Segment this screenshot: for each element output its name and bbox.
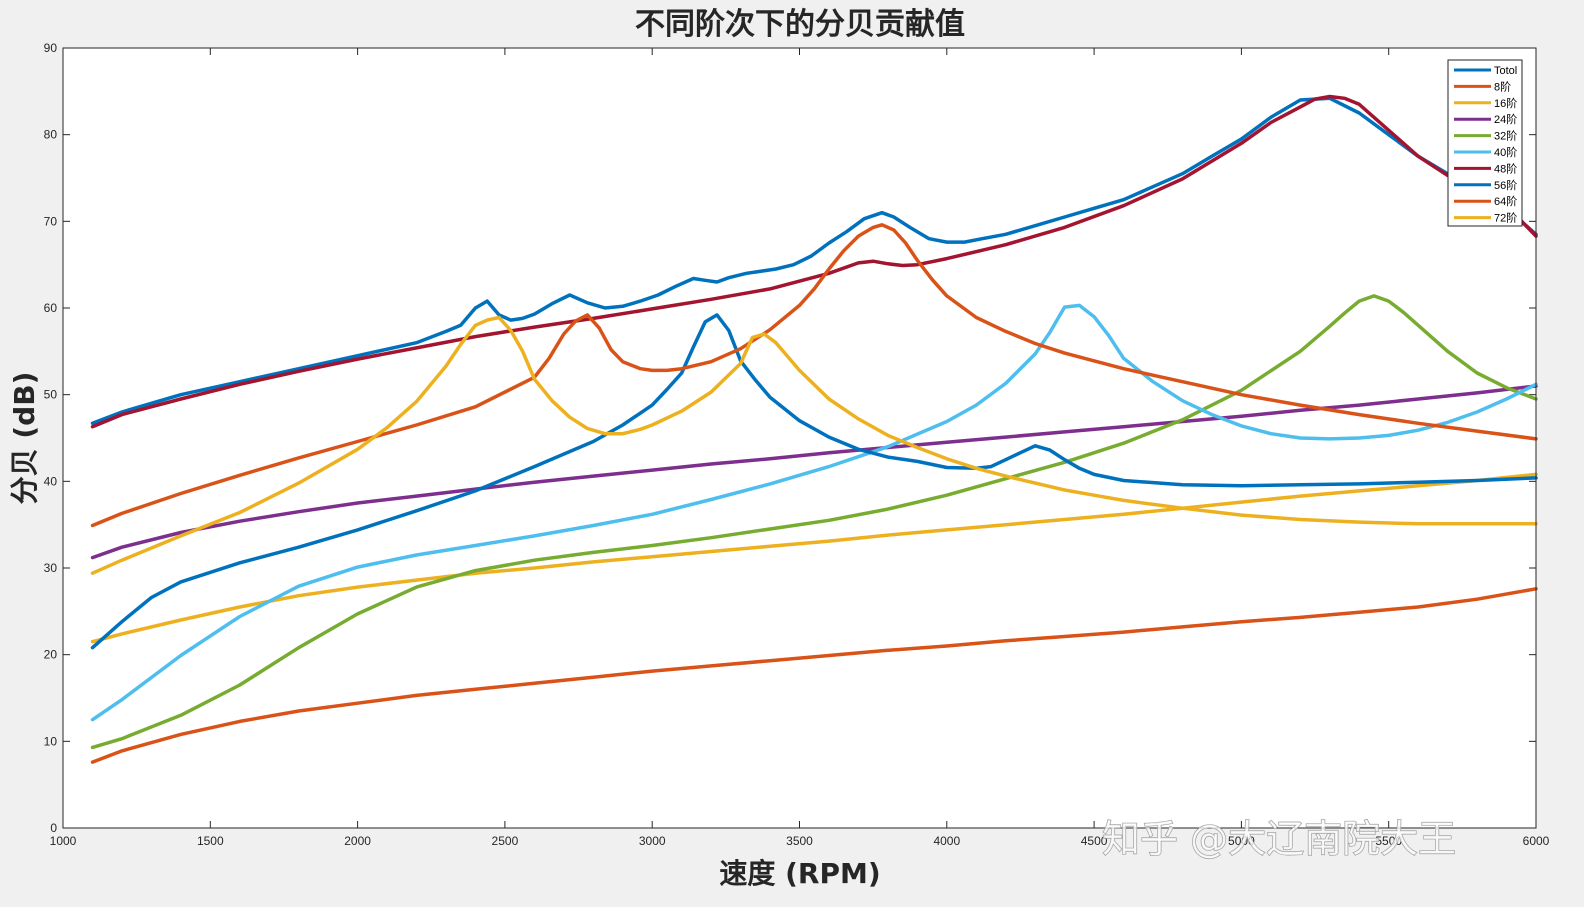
y-tick-label: 70 bbox=[44, 214, 58, 228]
x-tick-label: 2000 bbox=[344, 834, 371, 848]
y-tick-label: 10 bbox=[44, 734, 58, 748]
legend-label-4: 32阶 bbox=[1494, 129, 1517, 143]
series-line-1 bbox=[90, 587, 1538, 764]
legend-label-8: 64阶 bbox=[1494, 194, 1517, 208]
legend-label-7: 56阶 bbox=[1494, 178, 1517, 192]
series-line-2 bbox=[90, 472, 1538, 644]
x-tick-label: 3000 bbox=[639, 834, 666, 848]
y-tick-label: 20 bbox=[44, 648, 58, 662]
y-tick-label: 30 bbox=[44, 561, 58, 575]
y-axis: 0 10 20 30 40 50 60 70 80 90 bbox=[44, 41, 1536, 835]
y-tick-label: 40 bbox=[44, 474, 58, 488]
x-tick-label: 5500 bbox=[1375, 834, 1402, 848]
series-line-0 bbox=[90, 96, 1538, 426]
x-tick-label: 1500 bbox=[197, 834, 224, 848]
y-tick-label: 50 bbox=[44, 388, 58, 402]
legend-label-1: 8阶 bbox=[1494, 79, 1511, 93]
x-tick-label: 6000 bbox=[1523, 834, 1550, 848]
x-axis-title: 速度 (RPM) bbox=[719, 857, 880, 890]
legend-label-3: 24阶 bbox=[1494, 112, 1517, 126]
plot-frame bbox=[62, 47, 1537, 829]
y-axis-title: 分贝 (dB) bbox=[8, 372, 41, 505]
legend-label-6: 48阶 bbox=[1494, 161, 1517, 175]
x-tick-label: 3500 bbox=[786, 834, 813, 848]
watermark: 知乎 @大辽南院大王 bbox=[1102, 817, 1456, 861]
legend-label-5: 40阶 bbox=[1494, 145, 1517, 159]
series-line-6 bbox=[90, 94, 1538, 429]
x-axis: 1000 1500 2000 2500 3000 3500 4000 4500 5000 5500… bbox=[50, 48, 1550, 848]
x-tick-label: 1000 bbox=[50, 834, 77, 848]
legend-label-9: 72阶 bbox=[1494, 211, 1517, 225]
series-line-8 bbox=[90, 223, 1538, 528]
y-tick-label: 60 bbox=[44, 301, 58, 315]
series-line-5 bbox=[90, 303, 1538, 722]
y-tick-label: 80 bbox=[44, 128, 58, 142]
legend: Totol 8阶 16阶 24阶 32阶 40阶 48阶 56阶 64阶 72阶 bbox=[1447, 59, 1523, 227]
legend-label-2: 16阶 bbox=[1494, 96, 1517, 110]
x-tick-label: 4500 bbox=[1081, 834, 1108, 848]
series-line-3 bbox=[90, 384, 1538, 560]
x-tick-label: 2500 bbox=[492, 834, 519, 848]
chart-title: 不同阶次下的分贝贡献值 bbox=[635, 7, 965, 42]
y-tick-label: 0 bbox=[50, 821, 57, 835]
series-line-7 bbox=[90, 313, 1538, 650]
legend-label-0: Totol bbox=[1494, 65, 1517, 77]
series-line-9 bbox=[90, 315, 1538, 575]
y-tick-label: 90 bbox=[44, 41, 58, 55]
x-tick-label: 5000 bbox=[1228, 834, 1255, 848]
series-line-4 bbox=[90, 294, 1538, 750]
series-lines bbox=[90, 94, 1538, 764]
x-tick-label: 4000 bbox=[933, 834, 960, 848]
